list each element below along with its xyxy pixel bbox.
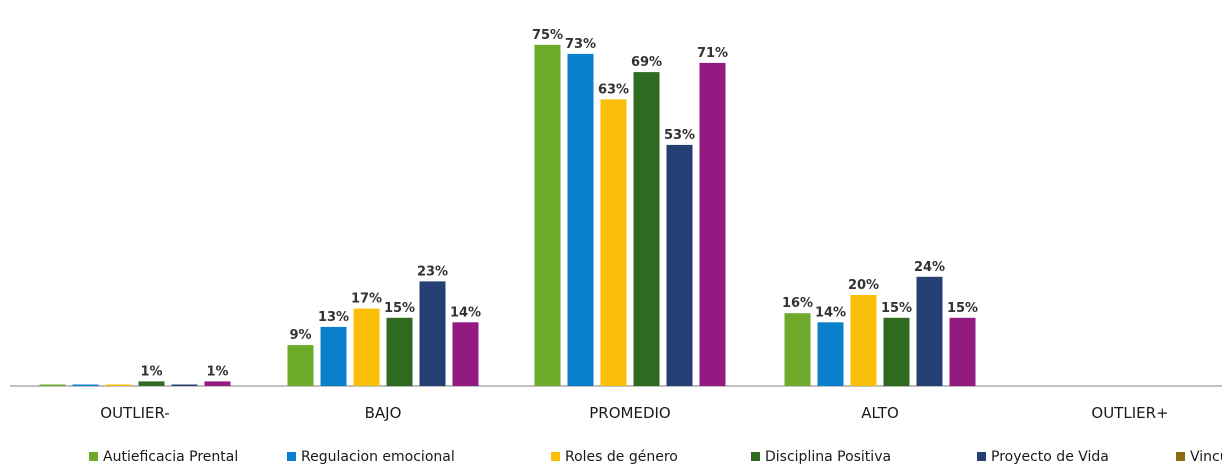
data-label-roles-de-genero-alto: 20% <box>848 278 879 293</box>
bar-roles-de-genero-promedio <box>600 99 627 387</box>
bar-roles-de-genero-alto <box>850 295 877 386</box>
data-label-vinculacion-bajo: 14% <box>450 305 481 320</box>
data-label-roles-de-genero-promedio: 63% <box>598 82 629 97</box>
bar-vinculacion-outlier <box>204 381 231 386</box>
bar-disciplina-positiva-alto <box>883 317 910 387</box>
data-label-regulacion-emocional-promedio: 73% <box>565 37 596 52</box>
bar-vinculacion-bajo <box>452 322 479 386</box>
data-label-autieficacia-prental-alto: 16% <box>782 296 813 311</box>
legend-swatch-regulacion-emocional <box>287 452 296 461</box>
bar-vinculacion-promedio <box>699 62 726 387</box>
legend-label-disciplina-positiva: Disciplina Positiva <box>765 449 891 465</box>
legend-label-proyecto-de-vida: Proyecto de Vida <box>991 449 1109 465</box>
data-label-autieficacia-prental-bajo: 9% <box>289 328 311 343</box>
bar-disciplina-positiva-promedio <box>633 72 660 386</box>
category-label-bajo: BAJO <box>365 404 402 422</box>
legend-item-autieficacia-prental: Autieficacia Prental <box>89 449 238 465</box>
data-label-vinculacion-outlier: 1% <box>206 364 228 379</box>
legend-swatch-vinculacion <box>1176 452 1185 461</box>
bar-disciplina-positiva-bajo <box>386 317 413 387</box>
bar-autieficacia-prental-alto <box>784 313 811 386</box>
legend-swatch-autieficacia-prental <box>89 452 98 461</box>
category-label-alto: ALTO <box>861 404 899 422</box>
bar-autieficacia-prental-promedio <box>534 44 561 387</box>
data-label-proyecto-de-vida-bajo: 23% <box>417 264 448 279</box>
bar-roles-de-genero-bajo <box>353 308 380 386</box>
data-label-proyecto-de-vida-alto: 24% <box>914 260 945 275</box>
bar-disciplina-positiva-outlier <box>138 381 165 386</box>
data-label-autieficacia-prental-promedio: 75% <box>532 28 563 43</box>
data-label-vinculacion-promedio: 71% <box>697 46 728 61</box>
category-label-promedio: PROMEDIO <box>589 404 670 422</box>
legend-item-roles-de-genero: Roles de género <box>551 449 678 465</box>
legend-label-vinculacion: Vinculación <box>1190 449 1222 465</box>
bar-vinculacion-alto <box>949 317 976 387</box>
data-label-disciplina-positiva-promedio: 69% <box>631 55 662 70</box>
data-label-regulacion-emocional-bajo: 13% <box>318 310 349 325</box>
legend-item-proyecto-de-vida: Proyecto de Vida <box>977 449 1109 465</box>
data-label-disciplina-positiva-outlier: 1% <box>140 364 162 379</box>
bar-roles-de-genero-outlier <box>105 384 132 386</box>
data-label-disciplina-positiva-bajo: 15% <box>384 301 415 316</box>
legend-swatch-proyecto-de-vida <box>977 452 986 461</box>
legend-label-roles-de-genero: Roles de género <box>565 449 678 465</box>
category-label-outlier: OUTLIER+ <box>1091 404 1168 422</box>
data-label-vinculacion-alto: 15% <box>947 301 978 316</box>
bar-regulacion-emocional-alto <box>817 322 844 386</box>
data-label-disciplina-positiva-alto: 15% <box>881 301 912 316</box>
legend-item-vinculacion: Vinculación <box>1176 449 1222 465</box>
bar-regulacion-emocional-promedio <box>567 53 594 387</box>
data-label-roles-de-genero-bajo: 17% <box>351 292 382 307</box>
bar-regulacion-emocional-outlier <box>72 384 99 386</box>
bar-proyecto-de-vida-alto <box>916 276 943 386</box>
category-label-outlier: OUTLIER- <box>100 404 169 422</box>
legend-item-disciplina-positiva: Disciplina Positiva <box>751 449 891 465</box>
bar-autieficacia-prental-bajo <box>287 345 314 386</box>
legend-label-autieficacia-prental: Autieficacia Prental <box>103 449 238 465</box>
data-label-regulacion-emocional-alto: 14% <box>815 305 846 320</box>
bar-autieficacia-prental-outlier <box>39 384 66 386</box>
bar-proyecto-de-vida-promedio <box>666 144 693 386</box>
bar-regulacion-emocional-bajo <box>320 326 347 386</box>
legend-swatch-roles-de-genero <box>551 452 560 461</box>
legend-label-regulacion-emocional: Regulacion emocional <box>301 449 455 465</box>
legend-swatch-disciplina-positiva <box>751 452 760 461</box>
bar-proyecto-de-vida-outlier <box>171 384 198 386</box>
data-label-proyecto-de-vida-promedio: 53% <box>664 128 695 143</box>
legend-item-regulacion-emocional: Regulacion emocional <box>287 449 455 465</box>
bar-proyecto-de-vida-bajo <box>419 281 446 386</box>
